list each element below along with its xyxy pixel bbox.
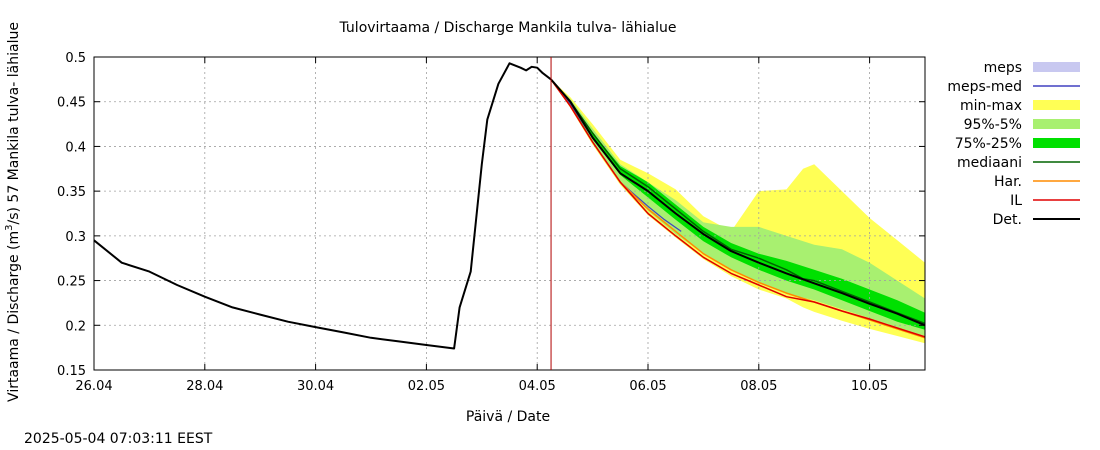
legend-item-meps_med: meps-med [947,79,1080,95]
y-tick-label: 0.5 [65,51,86,66]
legend-label: Det. [993,212,1022,228]
legend-item-meps: meps [984,60,1080,76]
legend: meps meps-med min-max 95%-5% 75%-25% mediaani… [947,60,1080,228]
legend-item-il: IL [1010,193,1080,209]
legend-label: 75%-25% [955,136,1022,152]
legend-swatch [1033,119,1080,129]
x-tick-label: 10.05 [851,379,888,394]
legend-swatch [1033,138,1080,148]
legend-label: mediaani [957,155,1022,171]
series-line-median [550,78,926,325]
x-tick-label: 04.05 [519,379,556,394]
band-p95_5 [551,79,925,337]
legend-item-det: Det. [993,212,1080,228]
legend-swatch [1033,62,1080,72]
legend-label: 95%-5% [964,117,1022,133]
y-tick-label: 0.4 [65,140,86,155]
grid [94,57,925,370]
series-line-det_fc [550,78,926,327]
legend-label: Har. [994,174,1022,190]
chart-title: Tulovirtaama / Discharge Mankila tulva- … [339,20,677,36]
x-tick-label: 28.04 [186,379,223,394]
band-p75_25 [551,79,925,330]
x-tick-label: 06.05 [629,379,666,394]
x-axis-label: Päivä / Date [466,409,550,425]
legend-swatch [1033,100,1080,110]
series-lines [93,62,926,350]
x-tick-label: 26.04 [75,379,112,394]
y-tick-label: 0.2 [65,319,86,334]
y-tick-label: 0.3 [65,230,86,245]
x-tick-label: 30.04 [297,379,334,394]
legend-label: min-max [960,98,1022,114]
legend-item-p75_25: 75%-25% [955,136,1080,152]
forecast-bands [551,79,925,344]
axis-ticks: 0.15 0.2 0.25 0.3 0.35 0.4 0.45 0.5 26.04 28.04 30… [57,51,925,394]
series-line-il [550,78,926,338]
legend-label: meps [984,60,1022,76]
legend-item-median: mediaani [957,155,1080,171]
legend-label: meps-med [947,79,1022,95]
legend-label: IL [1010,193,1022,209]
y-tick-label: 0.15 [57,364,86,379]
series-line-det_obs [93,62,552,350]
x-tick-label: 08.05 [740,379,777,394]
legend-item-p95_5: 95%-5% [964,117,1080,133]
timestamp: 2025-05-04 07:03:11 EEST [24,431,213,447]
y-tick-label: 0.25 [57,275,86,290]
legend-item-minmax: min-max [960,98,1080,114]
y-axis-label: Virtaama / Discharge (m3/s) 57 Mankila t… [4,22,22,402]
plot-frame [93,56,926,371]
y-tick-label: 0.45 [57,96,86,111]
y-tick-label: 0.35 [57,185,86,200]
x-tick-label: 02.05 [408,379,445,394]
legend-item-har: Har. [994,174,1080,190]
